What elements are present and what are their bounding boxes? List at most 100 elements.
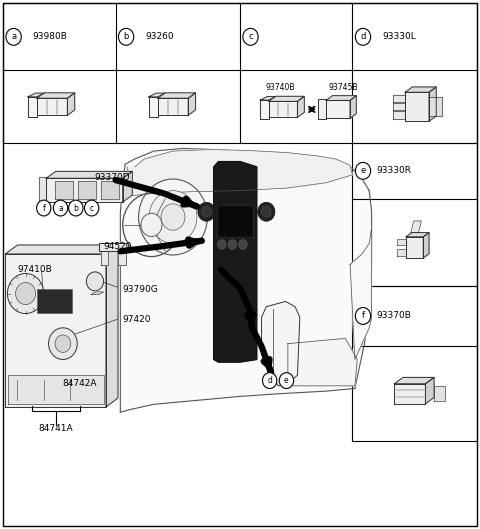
Polygon shape	[91, 292, 104, 295]
Circle shape	[243, 29, 258, 45]
Text: 94520: 94520	[104, 242, 132, 251]
Polygon shape	[55, 181, 73, 199]
Polygon shape	[393, 112, 405, 119]
Circle shape	[7, 273, 44, 314]
Text: f: f	[361, 312, 364, 321]
Text: 84742A: 84742A	[62, 379, 97, 388]
Polygon shape	[120, 149, 372, 412]
Polygon shape	[288, 339, 357, 386]
Polygon shape	[262, 302, 300, 386]
Circle shape	[15, 282, 36, 305]
Polygon shape	[269, 96, 304, 102]
Polygon shape	[101, 251, 108, 264]
Polygon shape	[396, 250, 406, 256]
Polygon shape	[393, 95, 405, 102]
Polygon shape	[158, 98, 188, 115]
Polygon shape	[318, 99, 326, 120]
Text: 97420: 97420	[123, 315, 151, 324]
Polygon shape	[99, 243, 128, 251]
FancyBboxPatch shape	[216, 205, 253, 236]
Polygon shape	[396, 239, 406, 245]
Text: 93740B: 93740B	[266, 84, 295, 93]
Circle shape	[55, 335, 71, 352]
Text: 93370B: 93370B	[376, 312, 411, 321]
Circle shape	[217, 240, 226, 249]
Polygon shape	[406, 233, 429, 237]
Polygon shape	[78, 181, 96, 199]
Circle shape	[279, 372, 294, 388]
Polygon shape	[423, 233, 429, 258]
Polygon shape	[37, 93, 75, 98]
Text: a: a	[58, 204, 63, 213]
Circle shape	[53, 200, 68, 216]
Circle shape	[198, 202, 215, 221]
Text: a: a	[11, 32, 16, 41]
Polygon shape	[37, 98, 67, 115]
Text: 93790G: 93790G	[123, 285, 158, 294]
Text: e: e	[284, 376, 289, 385]
Circle shape	[239, 240, 247, 249]
Polygon shape	[411, 221, 421, 233]
Polygon shape	[28, 97, 37, 116]
Polygon shape	[128, 150, 352, 196]
Polygon shape	[434, 386, 444, 401]
Polygon shape	[405, 87, 436, 92]
Polygon shape	[350, 96, 356, 118]
Text: 93260: 93260	[145, 32, 174, 41]
Polygon shape	[5, 245, 118, 254]
Circle shape	[262, 206, 271, 217]
Polygon shape	[395, 377, 434, 384]
Circle shape	[141, 213, 162, 236]
Circle shape	[139, 179, 207, 255]
Text: c: c	[90, 204, 94, 213]
Circle shape	[355, 162, 371, 179]
Polygon shape	[429, 97, 443, 116]
Circle shape	[36, 200, 51, 216]
Text: c: c	[248, 32, 253, 41]
Text: f: f	[42, 204, 45, 213]
Circle shape	[48, 328, 77, 360]
Polygon shape	[158, 93, 195, 98]
Polygon shape	[149, 97, 158, 116]
Circle shape	[202, 206, 211, 217]
Polygon shape	[405, 92, 429, 121]
Polygon shape	[28, 93, 44, 97]
Polygon shape	[350, 227, 372, 360]
Circle shape	[84, 200, 99, 216]
Polygon shape	[326, 96, 356, 101]
Polygon shape	[101, 181, 119, 199]
Circle shape	[149, 190, 197, 243]
Circle shape	[119, 29, 134, 45]
Text: 93745B: 93745B	[328, 84, 358, 93]
Polygon shape	[46, 171, 132, 178]
Polygon shape	[429, 87, 436, 121]
Polygon shape	[5, 254, 106, 407]
Polygon shape	[393, 103, 405, 111]
Polygon shape	[406, 237, 423, 258]
Text: b: b	[73, 204, 78, 213]
Polygon shape	[67, 93, 75, 115]
Polygon shape	[395, 384, 425, 404]
Polygon shape	[260, 100, 269, 118]
Circle shape	[6, 29, 21, 45]
Polygon shape	[326, 101, 350, 118]
Text: b: b	[123, 32, 129, 41]
Circle shape	[69, 200, 83, 216]
Circle shape	[258, 202, 275, 221]
Polygon shape	[260, 97, 276, 100]
FancyBboxPatch shape	[37, 289, 72, 313]
Polygon shape	[118, 251, 126, 264]
Circle shape	[161, 204, 185, 230]
Text: 97410B: 97410B	[17, 265, 52, 274]
Text: d: d	[360, 32, 366, 41]
Circle shape	[355, 307, 371, 324]
Circle shape	[228, 240, 237, 249]
Polygon shape	[149, 93, 165, 97]
Polygon shape	[188, 93, 195, 115]
Circle shape	[263, 372, 277, 388]
Polygon shape	[8, 375, 104, 404]
Polygon shape	[39, 177, 46, 203]
Polygon shape	[123, 171, 132, 202]
Text: e: e	[360, 166, 366, 175]
Polygon shape	[425, 377, 434, 404]
